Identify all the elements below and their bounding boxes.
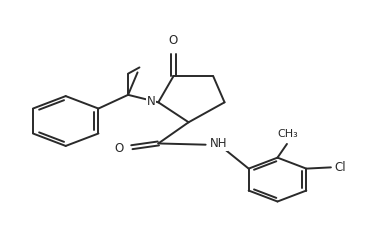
- Text: CH₃: CH₃: [277, 130, 298, 139]
- Text: N: N: [146, 95, 155, 108]
- Text: NH: NH: [210, 137, 228, 150]
- Text: O: O: [169, 35, 178, 47]
- Text: Cl: Cl: [334, 161, 346, 174]
- Text: O: O: [114, 142, 123, 155]
